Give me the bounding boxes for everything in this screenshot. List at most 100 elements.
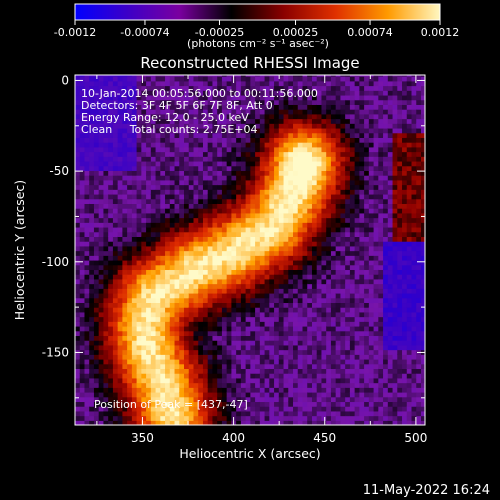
heatmap-cell bbox=[112, 406, 119, 412]
heatmap-cell bbox=[387, 420, 394, 425]
heatmap-cell bbox=[217, 255, 223, 261]
heatmap-cell bbox=[383, 94, 389, 101]
heatmap-cell bbox=[131, 175, 138, 181]
heatmap-cell bbox=[330, 325, 337, 332]
heatmap-cell bbox=[316, 175, 323, 181]
heatmap-cell bbox=[127, 292, 133, 299]
heatmap-cell bbox=[378, 406, 384, 412]
heatmap-cell bbox=[221, 330, 228, 337]
heatmap-cell bbox=[255, 274, 261, 280]
heatmap-cell bbox=[364, 175, 370, 181]
heatmap-cell bbox=[288, 151, 294, 157]
heatmap-cell bbox=[368, 175, 375, 181]
heatmap-cell bbox=[141, 193, 147, 200]
heatmap-cell bbox=[207, 255, 214, 261]
heatmap-cell bbox=[330, 241, 337, 247]
heatmap-cell bbox=[288, 391, 294, 398]
heatmap-cell bbox=[136, 203, 142, 209]
heatmap-cell bbox=[278, 278, 285, 285]
heatmap-cell bbox=[226, 208, 233, 214]
heatmap-cell bbox=[165, 316, 171, 322]
heatmap-cell bbox=[311, 288, 318, 294]
heatmap-cell bbox=[207, 203, 214, 209]
heatmap-cell bbox=[184, 278, 190, 285]
heatmap-cell bbox=[283, 175, 289, 181]
heatmap-cell bbox=[316, 269, 323, 275]
heatmap-cell bbox=[188, 175, 195, 181]
heatmap-cell bbox=[383, 189, 389, 195]
heatmap-cell bbox=[311, 344, 318, 351]
heatmap-cell bbox=[188, 420, 195, 425]
heatmap-cell bbox=[231, 377, 237, 384]
heatmap-cell bbox=[335, 368, 342, 374]
heatmap-cell bbox=[165, 396, 171, 403]
heatmap-cell bbox=[98, 420, 105, 425]
heatmap-cell bbox=[283, 401, 289, 407]
heatmap-cell bbox=[264, 363, 270, 370]
heatmap-cell bbox=[259, 104, 266, 110]
heatmap-cell bbox=[293, 340, 299, 346]
heatmap-cell bbox=[269, 208, 275, 214]
heatmap-cell bbox=[207, 321, 214, 327]
heatmap-cell bbox=[184, 396, 190, 403]
heatmap-cell bbox=[368, 127, 375, 134]
heatmap-cell bbox=[112, 358, 119, 365]
heatmap-cell bbox=[274, 113, 280, 120]
heatmap-cell bbox=[184, 255, 190, 261]
heatmap-cell bbox=[193, 245, 199, 252]
heatmap-cell bbox=[373, 316, 379, 322]
heatmap-cell bbox=[217, 274, 223, 280]
heatmap-cell bbox=[193, 76, 199, 82]
heatmap-cell bbox=[378, 363, 384, 370]
heatmap-cell bbox=[89, 231, 95, 237]
heatmap-cell bbox=[146, 259, 152, 266]
heatmap-cell bbox=[122, 269, 128, 275]
heatmap-cell bbox=[354, 142, 360, 148]
heatmap-cell bbox=[349, 76, 356, 82]
heatmap-cell bbox=[330, 354, 337, 360]
heatmap-cell bbox=[174, 274, 180, 280]
colorbar: -0.0012 -0.00074 -0.00025 0.00025 0.00074 0.0… bbox=[54, 3, 459, 50]
heatmap-cell bbox=[359, 330, 365, 337]
heatmap-cell bbox=[136, 236, 142, 242]
heatmap-cell bbox=[255, 189, 261, 195]
heatmap-cell bbox=[131, 410, 138, 417]
heatmap-cell bbox=[321, 76, 327, 82]
heatmap-cell bbox=[226, 118, 233, 124]
heatmap-cell bbox=[340, 321, 346, 327]
heatmap-cell bbox=[122, 142, 128, 148]
heatmap-cell bbox=[231, 292, 237, 299]
heatmap-cell bbox=[307, 104, 313, 110]
heatmap-cell bbox=[89, 377, 95, 384]
heatmap-cell bbox=[335, 231, 342, 237]
heatmap-cell bbox=[274, 241, 280, 247]
heatmap-cell bbox=[136, 321, 142, 327]
heatmap-cell bbox=[340, 142, 346, 148]
heatmap-cell bbox=[184, 104, 190, 110]
heatmap-cell bbox=[179, 241, 185, 247]
heatmap-cell bbox=[79, 420, 86, 425]
heatmap-cell bbox=[202, 123, 209, 129]
heatmap-cell bbox=[131, 198, 138, 204]
heatmap-cell bbox=[146, 321, 152, 327]
heatmap-cell bbox=[165, 217, 171, 223]
heatmap-cell bbox=[364, 198, 370, 204]
heatmap-cell bbox=[326, 222, 332, 228]
heatmap-cell bbox=[155, 349, 161, 355]
heatmap-cell bbox=[155, 415, 161, 421]
heatmap-cell bbox=[160, 245, 166, 252]
heatmap-cell bbox=[245, 217, 251, 223]
heatmap-cell bbox=[188, 90, 195, 96]
heatmap-cell bbox=[146, 245, 152, 252]
heatmap-cell bbox=[259, 377, 266, 384]
heatmap-cell bbox=[302, 269, 308, 275]
heatmap-cell bbox=[202, 80, 209, 87]
heatmap-cell bbox=[79, 368, 86, 374]
heatmap-cell bbox=[75, 259, 81, 266]
heatmap-cell bbox=[155, 132, 161, 138]
heatmap-cell bbox=[340, 165, 346, 171]
heatmap-cell bbox=[112, 349, 119, 355]
heatmap-cell bbox=[98, 231, 105, 237]
heatmap-cell bbox=[274, 401, 280, 407]
heatmap-cell bbox=[131, 302, 138, 308]
